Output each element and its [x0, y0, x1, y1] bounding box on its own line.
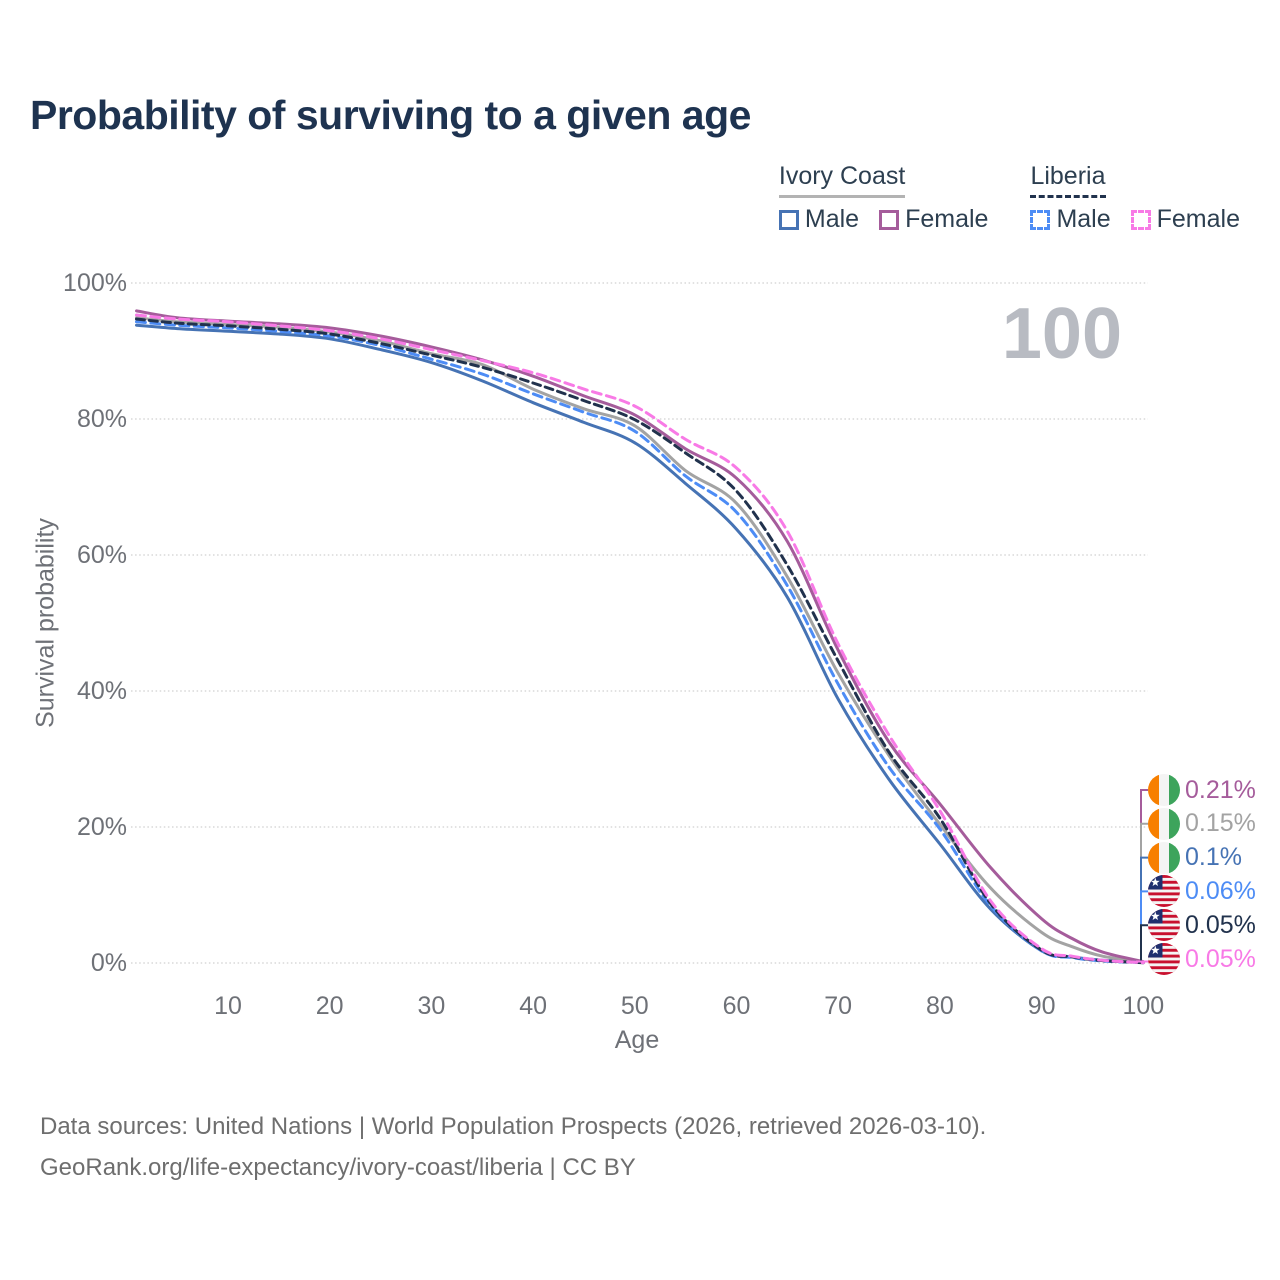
end-label-ic-female: 0.21% — [1148, 773, 1256, 807]
curve-lib-female — [135, 313, 1145, 965]
end-value-ic-female: 0.21% — [1185, 775, 1256, 804]
y-tick-40: 40% — [76, 677, 127, 705]
x-tick-40: 40 — [519, 992, 547, 1020]
x-axis-title: Age — [614, 1026, 660, 1054]
x-tick-80: 80 — [925, 992, 954, 1020]
ivory-coast-flag-icon — [1148, 841, 1180, 874]
x-tick-90: 90 — [1027, 992, 1056, 1020]
end-value-ic-all: 0.15% — [1185, 809, 1256, 838]
y-axis-title: Survival probability — [31, 518, 60, 728]
x-tick-100: 100 — [1122, 992, 1165, 1020]
footer-attribution: GeoRank.org/life-expectancy/ivory-coast/… — [40, 1154, 636, 1181]
legend-swatch-icon — [879, 209, 900, 230]
connector-ic-male — [1140, 856, 1148, 961]
survival-curves-chart — [131, 282, 1148, 965]
x-tick-20: 20 — [315, 992, 344, 1020]
end-value-lib-male: 0.06% — [1185, 876, 1256, 905]
y-tick-20: 20% — [76, 813, 127, 841]
legend-country-ivory-coast[interactable]: Ivory Coast — [778, 162, 906, 198]
connector-lib-all — [1140, 924, 1148, 961]
legend-item-liberia-female[interactable]: Female — [1130, 205, 1240, 234]
curve-lib-all — [135, 317, 1145, 965]
legend-item-ivory-coast-female[interactable]: Female — [879, 205, 988, 234]
ivory-coast-flag-icon — [1148, 807, 1180, 840]
end-label-lib-male: 0.06% — [1148, 874, 1256, 908]
footer-sources: Data sources: United Nations | World Pop… — [40, 1113, 987, 1140]
end-label-ic-male: 0.1% — [1148, 841, 1242, 875]
hover-age-watermark: 100 — [1001, 294, 1122, 374]
end-value-ic-male: 0.1% — [1185, 843, 1242, 872]
x-tick-10: 10 — [214, 992, 242, 1020]
ivory-coast-flag-icon — [1148, 774, 1180, 806]
end-label-lib-female: 0.05% — [1148, 942, 1256, 976]
legend-item-label: Male — [804, 205, 860, 233]
legend-item-label: Male — [1056, 205, 1111, 233]
end-label-ic-all: 0.15% — [1148, 807, 1256, 841]
liberia-flag-icon — [1148, 909, 1180, 942]
legend-swatch-icon — [778, 209, 799, 230]
y-tick-100: 100% — [63, 269, 127, 297]
footer: Data sources: United Nations | World Pop… — [40, 1106, 986, 1188]
legend-item-ivory-coast-male[interactable]: Male — [778, 205, 860, 234]
y-tick-80: 80% — [76, 405, 127, 433]
y-tick-60: 60% — [76, 541, 127, 569]
end-value-lib-female: 0.05% — [1185, 944, 1256, 973]
legend-item-label: Female — [905, 205, 989, 233]
connector-ic-female — [1140, 789, 1148, 961]
legend-group-ivory-coast: Ivory Coast Male Female — [778, 162, 988, 234]
curve-ic-male — [135, 323, 1145, 964]
end-value-lib-all: 0.05% — [1185, 910, 1256, 939]
legend-item-liberia-male[interactable]: Male — [1030, 205, 1111, 234]
x-tick-50: 50 — [620, 992, 649, 1020]
legend-item-label: Female — [1156, 205, 1240, 233]
end-label-lib-all: 0.05% — [1148, 908, 1256, 942]
x-tick-30: 30 — [417, 992, 446, 1020]
y-tick-0: 0% — [90, 949, 127, 977]
legend: Ivory Coast Male Female Liberia Male Female — [778, 162, 1240, 234]
x-tick-60: 60 — [722, 992, 751, 1020]
legend-group-liberia: Liberia Male Female — [1030, 162, 1240, 234]
liberia-flag-icon — [1148, 943, 1180, 975]
legend-swatch-icon — [1030, 209, 1051, 230]
curve-ic-female — [135, 309, 1145, 964]
curve-ic-all — [135, 316, 1145, 964]
legend-swatch-icon — [1130, 209, 1151, 230]
x-tick-70: 70 — [824, 992, 853, 1020]
plot-area[interactable]: 100% 80% 60% 40% 20% 0% 10 20 30 40 50 60 70 80 90 100… — [0, 0, 1280, 1080]
legend-country-liberia[interactable]: Liberia — [1030, 162, 1106, 198]
chart-title: Probability of surviving to a given age — [30, 92, 751, 138]
liberia-flag-icon — [1148, 875, 1180, 908]
